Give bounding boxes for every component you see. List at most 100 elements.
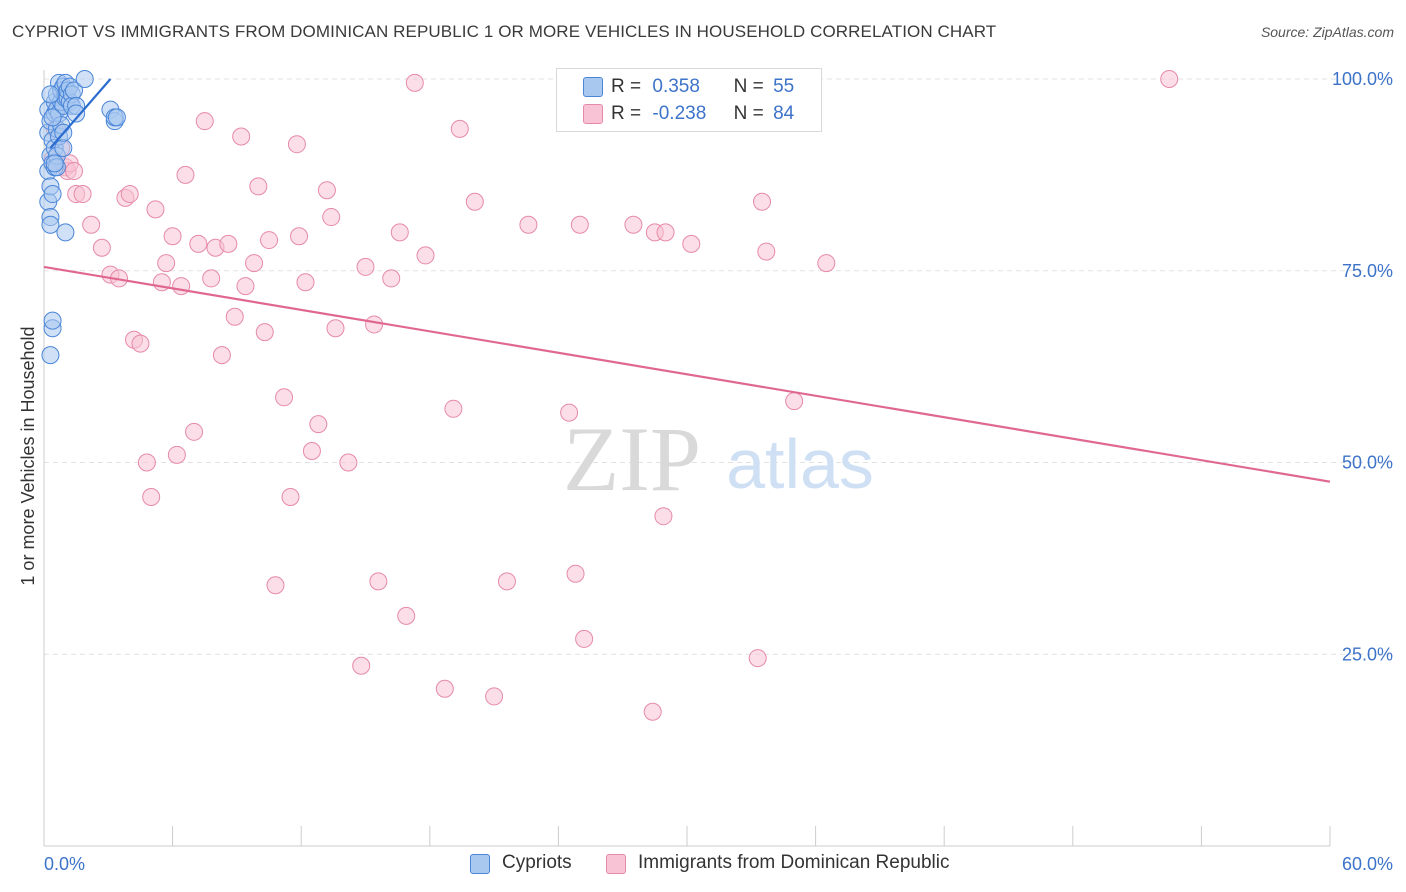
dominican-point: [748, 649, 767, 668]
dominican-swatch: [583, 104, 603, 124]
dominican-trend-line: [43, 265, 1331, 483]
dominican-point: [416, 246, 435, 265]
cypriots-stats: R = 0.358 N = 55: [611, 76, 794, 98]
dominican-legend-label: Immigrants from Dominican Republic: [638, 852, 950, 873]
dominican-point: [146, 200, 165, 219]
dominican-point: [309, 415, 328, 434]
cypriots-trend-line: [49, 78, 112, 149]
dominican-point: [1160, 70, 1179, 88]
dominican-point: [73, 185, 92, 204]
cypriots-legend-swatch: [470, 854, 490, 874]
dominican-point: [167, 445, 186, 464]
dominican-point: [570, 215, 589, 234]
dominican-point: [656, 223, 675, 242]
cypriots-point: [41, 346, 60, 365]
dominican-r-value: -0.238: [652, 103, 707, 124]
dominican-point: [382, 269, 401, 288]
axis-labels: 25.0% 50.0% 75.0% 100.0% 0.0% 60.0% 1 or more …: [18, 69, 1393, 874]
dominican-point: [245, 254, 264, 273]
dominican-point: [643, 702, 662, 721]
dominican-point: [212, 346, 231, 365]
dominican-point: [352, 656, 371, 675]
cypriots-point: [75, 70, 94, 88]
cypriots-point: [41, 215, 60, 234]
dominican-point: [302, 441, 321, 460]
dominican-point: [365, 315, 384, 334]
cypriots-point: [54, 139, 73, 158]
dominican-point: [435, 679, 454, 698]
dominican-point: [497, 572, 516, 591]
y-tick-label: 25.0%: [1342, 644, 1393, 664]
watermark: ZIP atlas: [563, 408, 874, 510]
dominican-stats: R = -0.238 N = 84: [611, 103, 794, 125]
dominican-point: [560, 403, 579, 422]
data-points: [39, 70, 1179, 721]
dominican-point: [465, 192, 484, 211]
cypriots-swatch: [583, 77, 603, 97]
dominican-point: [120, 185, 139, 204]
dominican-point: [266, 576, 285, 595]
dominican-point: [624, 215, 643, 234]
dominican-point: [260, 231, 279, 250]
source-label: Source: ZipAtlas.com: [1260, 24, 1394, 40]
cypriots-point: [43, 185, 62, 204]
dominican-point: [450, 119, 469, 138]
cypriots-r-value: 0.358: [652, 76, 700, 97]
dominican-point: [157, 254, 176, 273]
dominican-n-value: 84: [773, 103, 795, 124]
stats-legend: R = 0.358 N = 55 R = -0.238 N = 84: [556, 68, 822, 132]
dominican-point: [575, 629, 594, 648]
x-tick-label: 60.0%: [1342, 854, 1393, 874]
dominican-point: [255, 323, 274, 342]
dominican-point: [339, 453, 358, 472]
dominican-point: [566, 564, 585, 583]
dominican-point: [817, 254, 836, 273]
dominican-point: [225, 307, 244, 326]
dominican-point: [287, 135, 306, 154]
dominican-point: [65, 162, 84, 181]
dominican-point: [189, 234, 208, 253]
dominican-point: [219, 234, 238, 253]
dominican-point: [290, 227, 309, 246]
dominican-point: [390, 223, 409, 242]
dominican-point: [142, 488, 161, 507]
dominican-point: [185, 422, 204, 441]
r-label: R =: [611, 103, 642, 124]
dominican-point: [682, 234, 701, 253]
cypriots-n-value: 55: [773, 76, 795, 97]
dominican-point: [202, 269, 221, 288]
cypriots-point: [43, 108, 62, 127]
cypriots-point: [43, 311, 62, 330]
dominican-point: [444, 399, 463, 418]
dominican-point: [195, 112, 214, 131]
dominican-point: [232, 127, 251, 146]
dominican-point: [92, 238, 111, 257]
cypriots-point: [67, 104, 86, 123]
trend-lines: [43, 78, 1331, 483]
dominican-point: [131, 334, 150, 353]
dominican-point: [654, 507, 673, 526]
dominican-point: [405, 73, 424, 92]
dominican-point: [519, 215, 538, 234]
y-tick-label: 100.0%: [1332, 69, 1393, 89]
dominican-point: [326, 319, 345, 338]
y-tick-label: 50.0%: [1342, 453, 1393, 473]
watermark-atlas: atlas: [726, 425, 874, 503]
cypriots-point: [45, 154, 64, 173]
dominican-point: [322, 208, 341, 227]
dominican-point: [281, 488, 300, 507]
watermark-zip: ZIP: [563, 408, 701, 510]
n-label: N =: [733, 76, 764, 97]
cypriots-point: [56, 223, 75, 242]
dominican-point: [275, 388, 294, 407]
r-label: R =: [611, 76, 642, 97]
dominican-point: [176, 165, 195, 184]
y-tick-label: 75.0%: [1342, 261, 1393, 281]
dominican-point: [249, 177, 268, 196]
chart-title: CYPRIOT VS IMMIGRANTS FROM DOMINICAN REP…: [12, 22, 997, 41]
dominican-point: [172, 277, 191, 296]
dominican-point: [137, 453, 156, 472]
dominican-point: [485, 687, 504, 706]
dominican-point: [163, 227, 182, 246]
dominican-point: [82, 215, 101, 234]
